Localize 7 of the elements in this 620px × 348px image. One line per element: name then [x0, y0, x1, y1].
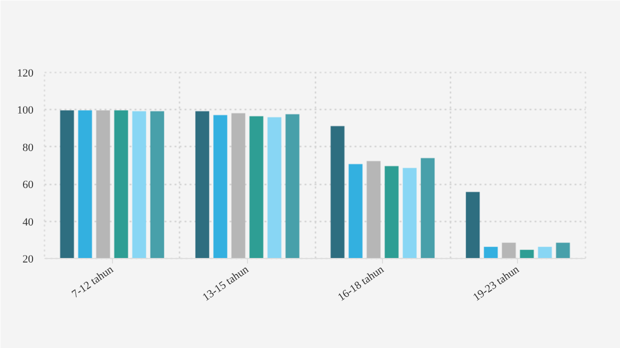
- y-tick-label: 80: [22, 142, 34, 154]
- y-tick-label: 60: [22, 179, 34, 192]
- y-tick-label: 120: [17, 68, 34, 80]
- x-tick-label: 7-12 tahun: [70, 263, 116, 301]
- y-tick-label: 20: [22, 254, 34, 266]
- y-tick-label: 40: [22, 216, 34, 228]
- y-tick-label: 100: [17, 104, 34, 117]
